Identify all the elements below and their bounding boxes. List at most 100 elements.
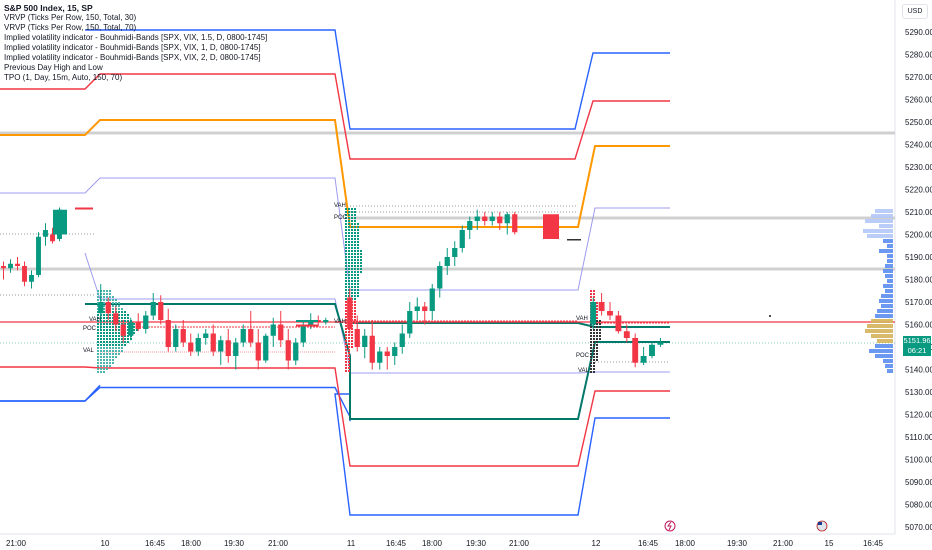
candle-body[interactable] [53, 209, 67, 235]
candle-body[interactable] [315, 320, 321, 323]
candle-body[interactable] [293, 342, 299, 361]
candle-body[interactable] [203, 333, 209, 339]
tpo-profile-11 [351, 346, 353, 348]
candle-body[interactable] [105, 302, 111, 314]
candle-body[interactable] [632, 338, 639, 363]
candle-body[interactable] [392, 347, 398, 356]
candle-body[interactable] [50, 234, 55, 242]
legend-line-iv-bands-1[interactable]: Implied volatility indicator - Bouhmidi-… [4, 43, 261, 52]
candle-body[interactable] [452, 248, 458, 257]
tpo-profile-10 [106, 314, 108, 316]
candle-body[interactable] [308, 320, 314, 325]
candle-body[interactable] [75, 207, 93, 210]
candle-body[interactable] [414, 306, 420, 312]
candle-body[interactable] [512, 214, 518, 233]
candle-body[interactable] [384, 351, 390, 357]
candle-body[interactable] [158, 302, 164, 320]
candle-body[interactable] [362, 335, 368, 347]
candle-body[interactable] [369, 335, 375, 363]
tpo-profile-10 [124, 341, 126, 343]
candle-body[interactable] [255, 342, 261, 361]
legend-line-vrvp-30[interactable]: VRVP (Ticks Per Row, 150, Total, 30) [4, 13, 137, 22]
tpo-profile-11 [357, 271, 359, 273]
candle-body[interactable] [120, 324, 126, 336]
candle-body[interactable] [657, 342, 664, 345]
legend-line-tpo[interactable]: TPO (1, Day, 15m, Auto, 150, 70) [4, 73, 123, 82]
candle-body[interactable] [429, 288, 435, 312]
candle-body[interactable] [543, 214, 559, 239]
candle-body[interactable] [504, 214, 510, 224]
legend-line-pdhl[interactable]: Previous Day High and Low [4, 63, 103, 72]
candle-body[interactable] [113, 313, 119, 325]
candle-body[interactable] [459, 230, 465, 248]
candle-body[interactable] [399, 333, 405, 348]
time-tick-label: 18:00 [181, 539, 202, 548]
candle-body[interactable] [285, 340, 291, 361]
currency-button[interactable]: USD [902, 4, 928, 19]
lightning-icon[interactable] [664, 520, 676, 532]
candle-body[interactable] [567, 239, 581, 241]
candle-body[interactable] [607, 311, 613, 316]
candle-body[interactable] [29, 275, 34, 282]
candle-body[interactable] [467, 221, 473, 230]
candle-body[interactable] [150, 302, 156, 316]
candle-body[interactable] [598, 302, 605, 311]
candle-body[interactable] [474, 216, 480, 222]
tpo-profile-10 [133, 326, 135, 328]
candle-body[interactable] [143, 315, 149, 330]
candle-body[interactable] [218, 340, 224, 352]
candle-body[interactable] [248, 329, 254, 343]
candle-body[interactable] [195, 338, 201, 352]
candle-body[interactable] [489, 216, 495, 222]
candle-body[interactable] [263, 335, 269, 361]
legend-title[interactable]: S&P 500 Index, 15, SP [4, 3, 93, 13]
candle-body[interactable] [188, 342, 194, 352]
candle-body[interactable] [173, 329, 179, 347]
legend-line-iv-bands-1-5[interactable]: Implied volatility indicator - Bouhmidi-… [4, 33, 268, 42]
candle-body[interactable] [98, 302, 104, 314]
candle-body[interactable] [240, 329, 246, 343]
candle-body[interactable] [43, 230, 48, 237]
candle-body[interactable] [323, 320, 329, 323]
tpo-profile-10 [121, 338, 123, 340]
candle-body[interactable] [128, 322, 134, 336]
candle-body[interactable] [270, 324, 276, 336]
candle-body[interactable] [444, 257, 450, 266]
candle-body[interactable] [407, 311, 413, 334]
candle-body[interactable] [623, 331, 630, 338]
candle-body[interactable] [15, 263, 20, 266]
candle-body[interactable] [165, 320, 171, 347]
candle-body[interactable] [22, 266, 27, 282]
candle-body[interactable] [354, 329, 360, 347]
candle-body[interactable] [296, 324, 318, 327]
tpo-profile-11 [345, 247, 347, 249]
candle-body[interactable] [8, 263, 13, 269]
tpo-profile-11 [360, 262, 362, 264]
candle-body[interactable] [347, 297, 353, 330]
candle-body[interactable] [437, 266, 443, 289]
tpo-profile-10 [112, 362, 114, 364]
candle-body[interactable] [278, 324, 284, 341]
candle-body[interactable] [210, 333, 216, 352]
legend-line-iv-bands-2[interactable]: Implied volatility indicator - Bouhmidi-… [4, 53, 261, 62]
candle-body[interactable] [300, 324, 306, 343]
candle-body[interactable] [225, 340, 231, 356]
tpo-profile-10 [118, 326, 120, 328]
candle-body[interactable] [135, 322, 141, 329]
candle-body[interactable] [590, 302, 597, 325]
candle-body[interactable] [296, 320, 318, 322]
candle-body[interactable] [649, 344, 655, 356]
candle-body[interactable] [180, 329, 186, 343]
candle-body[interactable] [422, 306, 428, 312]
candle-body[interactable] [640, 356, 647, 363]
candle-body[interactable] [482, 216, 488, 222]
candle-body[interactable] [615, 315, 622, 332]
candle-body[interactable] [497, 216, 503, 224]
candle-body[interactable] [36, 236, 41, 275]
candle-body[interactable] [1, 266, 6, 269]
candle-body[interactable] [233, 342, 239, 357]
legend-line-vrvp-70[interactable]: VRVP (Ticks Per Row, 150, Total, 70) [4, 23, 137, 32]
candle-body[interactable] [377, 351, 383, 363]
